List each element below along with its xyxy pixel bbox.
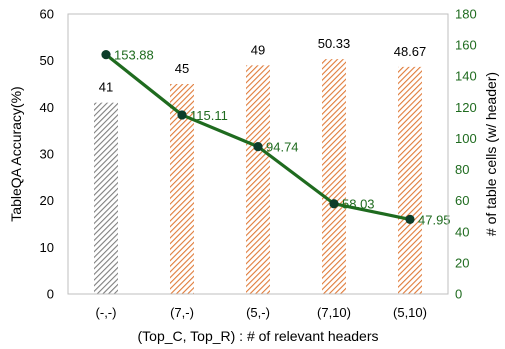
x-axis-title: (Top_C, Top_R) : # of relevant headers: [138, 328, 379, 344]
x-tick-label: (7,10): [317, 305, 351, 320]
y-left-tick-label: 30: [40, 147, 54, 162]
bar-value-label: 49: [251, 42, 265, 57]
line-value-labels: 153.88 115.11 94.74 58.03 47.95: [114, 48, 451, 228]
line-value-label: 94.74: [266, 140, 299, 155]
y-left-tick-label: 10: [40, 240, 54, 255]
line-value-label: 115.11: [190, 108, 228, 123]
y-axis-right-title: # of table cells (w/ header): [483, 72, 499, 236]
y-left-tick-label: 60: [40, 7, 54, 22]
line-point: [329, 199, 339, 209]
y-right-tick-label: 40: [455, 224, 469, 239]
y-right-tick-label: 0: [455, 287, 462, 302]
bar-series: [94, 59, 422, 295]
line-value-label: 153.88: [114, 48, 154, 63]
y-right-tick-label: 140: [455, 69, 477, 84]
line-series: [101, 50, 415, 225]
bar-value-label: 50.33: [318, 36, 351, 51]
bar: [94, 102, 118, 295]
bar-value-label: 48.67: [394, 44, 427, 59]
bar: [246, 65, 270, 294]
y-left-tick-label: 50: [40, 53, 54, 68]
y-axis-left-title: TableQA Accuracy(%): [8, 86, 24, 221]
line-point: [405, 214, 415, 225]
bar-value-label: 41: [99, 80, 113, 95]
y-axis-left-ticks: 0 10 20 30 40 50 60: [40, 7, 54, 302]
bar-value-label: 45: [175, 61, 189, 76]
y-right-tick-label: 160: [455, 38, 477, 53]
y-axis-right-ticks: 0 20 40 60 80 100 120 140 160 180: [455, 7, 477, 302]
line-value-label: 58.03: [342, 197, 375, 212]
plot-frame: [67, 13, 449, 295]
y-right-tick-label: 180: [455, 7, 477, 22]
y-left-tick-label: 40: [40, 100, 54, 115]
x-tick-label: (-,-): [96, 305, 117, 320]
x-axis-ticks: (-,-) (7,-) (5,-) (7,10) (5,10): [96, 305, 427, 320]
bar: [322, 59, 346, 295]
y-left-tick-label: 20: [40, 193, 54, 208]
line-point: [177, 110, 187, 120]
bar-value-labels: 41 45 49 50.33 48.67: [99, 36, 427, 95]
line-value-label: 47.95: [418, 212, 451, 227]
line-point: [253, 142, 263, 152]
line-point: [101, 50, 111, 60]
x-tick-label: (7,-): [170, 305, 194, 320]
y-left-tick-label: 0: [47, 287, 54, 302]
y-right-tick-label: 20: [455, 255, 469, 270]
x-tick-label: (5,10): [393, 305, 427, 320]
y-right-tick-label: 100: [455, 131, 477, 146]
bar: [398, 66, 422, 294]
x-tick-label: (5,-): [246, 305, 270, 320]
y-right-tick-label: 120: [455, 100, 477, 115]
y-right-tick-label: 80: [455, 162, 469, 177]
y-right-tick-label: 60: [455, 193, 469, 208]
